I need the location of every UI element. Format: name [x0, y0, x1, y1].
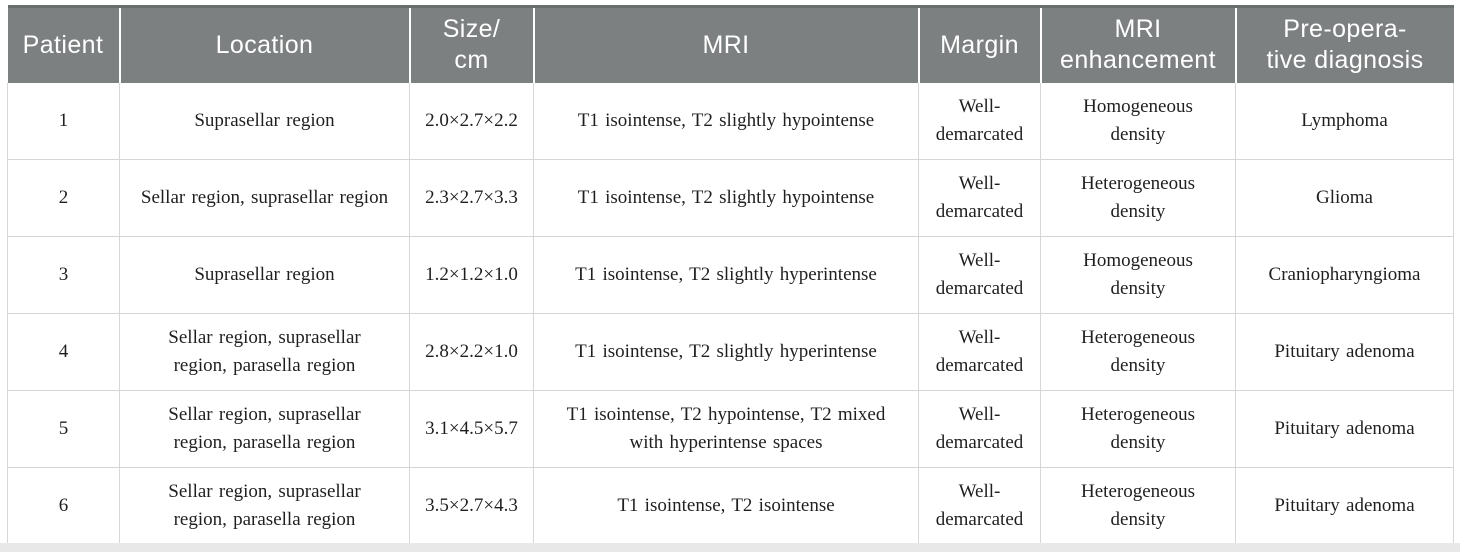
- table-row-4: 4 Sellar region, suprasellar region, par…: [7, 313, 1454, 391]
- header-row: Patient Location Size/ cm MRI Margin MRI…: [7, 5, 1454, 83]
- column-header-location: Location: [118, 5, 410, 83]
- patient-mri-table: Patient Location Size/ cm MRI Margin MRI…: [7, 5, 1454, 546]
- cell-margin: Well- demarcated: [918, 313, 1041, 391]
- cell-diagnosis: Pituitary adenoma: [1235, 313, 1454, 391]
- cell-enhancement: Heterogeneous density: [1040, 313, 1236, 391]
- table-row-1: 1 Suprasellar region 2.0×2.7×2.2 T1 isoi…: [7, 82, 1454, 160]
- cell-size: 1.2×1.2×1.0: [409, 236, 534, 314]
- cell-mri: T1 isointense, T2 slightly hyperintense: [533, 236, 919, 314]
- column-header-size: Size/ cm: [408, 5, 534, 83]
- table-header: Patient Location Size/ cm MRI Margin MRI…: [7, 5, 1454, 83]
- cell-diagnosis: Glioma: [1235, 159, 1454, 237]
- table-body: 1 Suprasellar region 2.0×2.7×2.2 T1 isoi…: [7, 82, 1454, 546]
- cell-margin: Well- demarcated: [918, 236, 1041, 314]
- cell-location: Sellar region, suprasellar region, paras…: [119, 467, 410, 546]
- cell-enhancement: Homogeneous density: [1040, 236, 1236, 314]
- column-header-mri: MRI: [532, 5, 919, 83]
- cell-location: Sellar region, suprasellar region, paras…: [119, 390, 410, 468]
- cell-patient: 5: [7, 390, 120, 468]
- cell-patient: 4: [7, 313, 120, 391]
- cell-margin: Well- demarcated: [918, 159, 1041, 237]
- cell-location: Suprasellar region: [119, 236, 410, 314]
- cell-mri: T1 isointense, T2 slightly hyperintense: [533, 313, 919, 391]
- cell-enhancement: Heterogeneous density: [1040, 159, 1236, 237]
- column-header-margin: Margin: [917, 5, 1041, 83]
- cell-patient: 6: [7, 467, 120, 546]
- cell-diagnosis: Pituitary adenoma: [1235, 467, 1454, 546]
- cell-diagnosis: Pituitary adenoma: [1235, 390, 1454, 468]
- cell-margin: Well- demarcated: [918, 390, 1041, 468]
- cell-enhancement: Heterogeneous density: [1040, 467, 1236, 546]
- table-row-5: 5 Sellar region, suprasellar region, par…: [7, 390, 1454, 468]
- cell-patient: 2: [7, 159, 120, 237]
- column-header-diagnosis: Pre-opera- tive diagnosis: [1234, 5, 1454, 83]
- column-header-patient: Patient: [7, 5, 120, 83]
- table-row-6: 6 Sellar region, suprasellar region, par…: [7, 467, 1454, 546]
- cell-mri: T1 isointense, T2 isointense: [533, 467, 919, 546]
- cell-location: Sellar region, suprasellar region: [119, 159, 410, 237]
- cell-patient: 3: [7, 236, 120, 314]
- cell-size: 2.0×2.7×2.2: [409, 82, 534, 160]
- column-header-enhancement: MRI enhancement: [1039, 5, 1236, 83]
- cell-enhancement: Heterogeneous density: [1040, 390, 1236, 468]
- cell-diagnosis: Craniopharyngioma: [1235, 236, 1454, 314]
- cell-enhancement: Homogeneous density: [1040, 82, 1236, 160]
- cell-patient: 1: [7, 82, 120, 160]
- page-bottom-strip: [0, 543, 1460, 552]
- cell-location: Suprasellar region: [119, 82, 410, 160]
- cell-size: 2.3×2.7×3.3: [409, 159, 534, 237]
- cell-mri: T1 isointense, T2 slightly hypointense: [533, 82, 919, 160]
- cell-mri: T1 isointense, T2 hypointense, T2 mixed …: [533, 390, 919, 468]
- table-row-3: 3 Suprasellar region 1.2×1.2×1.0 T1 isoi…: [7, 236, 1454, 314]
- cell-margin: Well- demarcated: [918, 82, 1041, 160]
- table-row-2: 2 Sellar region, suprasellar region 2.3×…: [7, 159, 1454, 237]
- cell-size: 3.1×4.5×5.7: [409, 390, 534, 468]
- cell-diagnosis: Lymphoma: [1235, 82, 1454, 160]
- cell-size: 2.8×2.2×1.0: [409, 313, 534, 391]
- cell-location: Sellar region, suprasellar region, paras…: [119, 313, 410, 391]
- cell-size: 3.5×2.7×4.3: [409, 467, 534, 546]
- cell-mri: T1 isointense, T2 slightly hypointense: [533, 159, 919, 237]
- cell-margin: Well- demarcated: [918, 467, 1041, 546]
